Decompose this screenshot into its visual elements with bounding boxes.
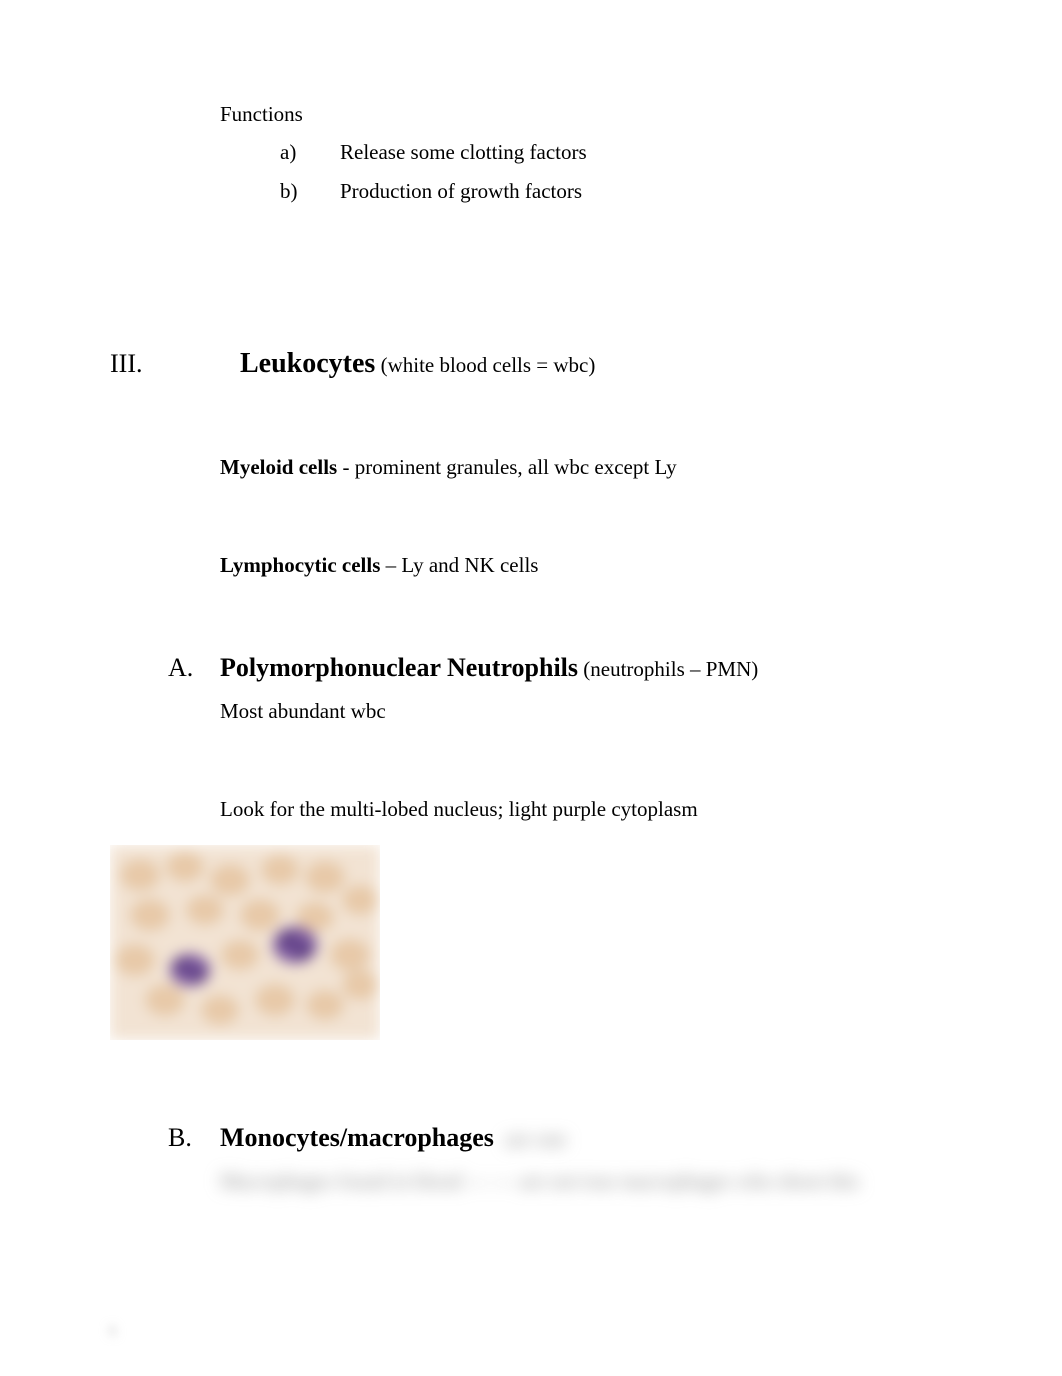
- lymph-bold: Lymphocytic cells: [220, 553, 380, 577]
- function-item-a: a) Release some clotting factors: [280, 138, 972, 166]
- list-text: Production of growth factors: [340, 177, 582, 205]
- subsection-note: (neutrophils – PMN): [578, 657, 758, 681]
- myeloid-line: Myeloid cells - prominent granules, all …: [220, 453, 972, 481]
- section-title: Leukocytes (white blood cells = wbc): [240, 345, 595, 383]
- suba-line1: Most abundant wbc: [220, 697, 972, 725]
- subsection-title: Polymorphonuclear Neutrophils: [220, 653, 578, 682]
- document-page: Functions a) Release some clotting facto…: [0, 0, 1062, 1376]
- subsection-b-header: B. Monocytes/macrophages are one: [110, 1120, 972, 1155]
- roman-numeral: III.: [110, 346, 170, 381]
- lymph-rest: – Ly and NK cells: [380, 553, 538, 577]
- subsection-a-header: A. Polymorphonuclear Neutrophils (neutro…: [110, 650, 972, 685]
- section-3-header: III. Leukocytes (white blood cells = wbc…: [110, 345, 972, 383]
- lymphocytic-line: Lymphocytic cells – Ly and NK cells: [220, 551, 972, 579]
- subsection-letter: A.: [168, 650, 220, 685]
- functions-list: a) Release some clotting factors b) Prod…: [280, 138, 972, 205]
- footer-blur: x: [108, 1317, 117, 1341]
- subsection-title: Monocytes/macrophages: [220, 1123, 494, 1152]
- myeloid-rest: - prominent granules, all wbc except Ly: [337, 455, 676, 479]
- functions-heading: Functions: [220, 100, 972, 128]
- list-text: Release some clotting factors: [340, 138, 587, 166]
- list-marker: a): [280, 138, 300, 166]
- subsection-letter: B.: [168, 1120, 220, 1155]
- blurred-tail: are one: [505, 1127, 566, 1151]
- subsection-title-wrap: Monocytes/macrophages are one: [220, 1120, 566, 1155]
- myeloid-bold: Myeloid cells: [220, 455, 337, 479]
- function-item-b: b) Production of growth factors: [280, 177, 972, 205]
- suba-line2: Look for the multi-lobed nucleus; light …: [220, 795, 972, 823]
- section-title-bold: Leukocytes: [240, 348, 375, 379]
- list-marker: b): [280, 177, 300, 205]
- blurred-line: Macrophages found in blood — — are not t…: [220, 1167, 972, 1195]
- micrograph-image: [110, 845, 380, 1040]
- subsection-title-wrap: Polymorphonuclear Neutrophils (neutrophi…: [220, 650, 758, 685]
- blood-smear-svg: [110, 845, 380, 1040]
- section-title-note: (white blood cells = wbc): [375, 353, 595, 377]
